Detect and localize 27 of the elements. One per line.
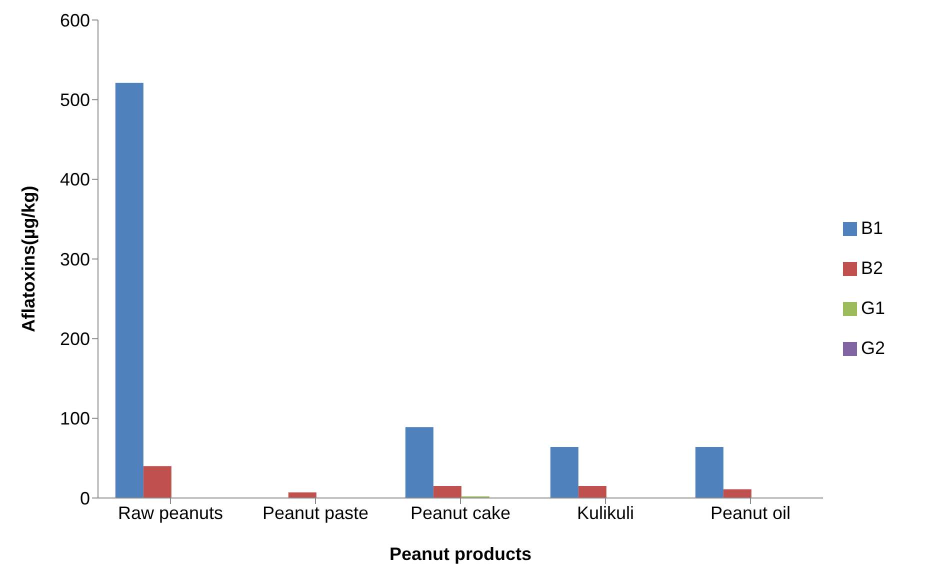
y-tick-label: 500 bbox=[60, 90, 90, 110]
bar bbox=[550, 447, 578, 498]
x-tick-label: Kulikuli bbox=[576, 502, 634, 523]
x-axis-title: Peanut products bbox=[389, 544, 532, 564]
legend-label: B2 bbox=[861, 258, 884, 278]
y-tick-label: 600 bbox=[60, 10, 90, 30]
y-tick-label: 0 bbox=[80, 488, 90, 508]
bar bbox=[695, 447, 724, 498]
bar bbox=[433, 486, 462, 498]
bar bbox=[143, 466, 172, 498]
bar bbox=[405, 427, 434, 498]
y-tick-label: 100 bbox=[60, 408, 90, 429]
y-tick-label: 200 bbox=[60, 329, 90, 350]
bar bbox=[723, 489, 752, 498]
bar bbox=[288, 492, 316, 498]
x-tick-label: Raw peanuts bbox=[118, 502, 224, 523]
legend-label: G1 bbox=[861, 298, 886, 318]
y-axis-title: Aflatoxins(µg/kg) bbox=[18, 186, 38, 332]
legend-label: B1 bbox=[861, 218, 884, 238]
x-tick-label: Peanut paste bbox=[262, 502, 369, 523]
y-tick-label: 300 bbox=[60, 249, 90, 270]
y-tick-label: 400 bbox=[60, 170, 90, 190]
legend-label: G2 bbox=[861, 338, 886, 358]
x-tick-label: Peanut oil bbox=[710, 502, 791, 523]
bar bbox=[578, 486, 606, 498]
bar bbox=[115, 82, 144, 498]
x-tick-label: Peanut cake bbox=[410, 502, 511, 523]
